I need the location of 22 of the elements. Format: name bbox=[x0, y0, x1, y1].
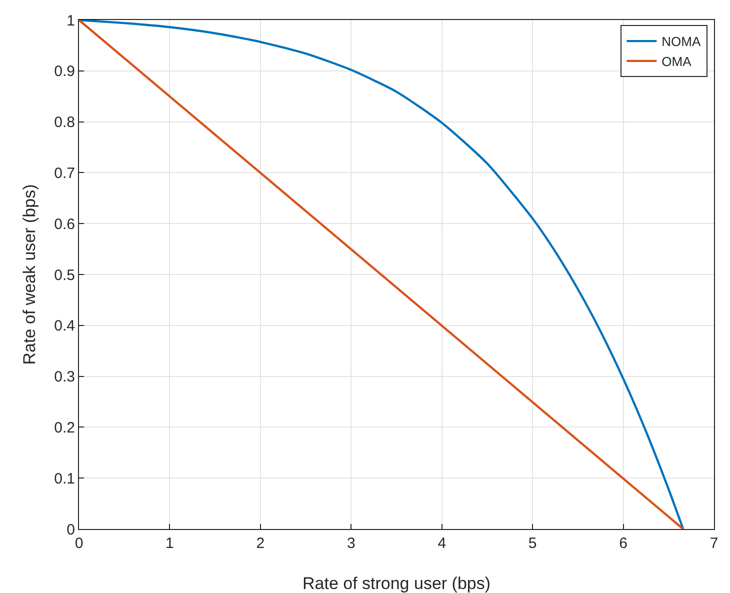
legend-label: NOMA bbox=[662, 34, 701, 50]
y-tick-label: 0.1 bbox=[54, 470, 75, 488]
y-axis-title: Rate of weak user (bps) bbox=[20, 184, 39, 365]
x-tick-label: 3 bbox=[346, 535, 356, 552]
y-tick-label: 1 bbox=[66, 12, 75, 30]
x-tick-label: 2 bbox=[256, 535, 265, 552]
legend-label: OMA bbox=[662, 54, 692, 70]
x-tick-label: 4 bbox=[438, 535, 446, 552]
y-tick-label: 0.2 bbox=[54, 419, 75, 436]
y-tick-label: 0.9 bbox=[54, 63, 75, 80]
y-tick-label: 0.7 bbox=[54, 164, 75, 182]
x-tick-label: 7 bbox=[710, 535, 718, 552]
y-tick-label: 0.4 bbox=[54, 318, 75, 335]
x-tick-label: 5 bbox=[528, 535, 537, 552]
x-axis-title: Rate of strong user (bps) bbox=[302, 574, 491, 593]
y-tick-label: 0.5 bbox=[54, 266, 75, 284]
x-tick-label: 1 bbox=[166, 535, 174, 552]
y-tick-label: 0.3 bbox=[54, 368, 75, 386]
y-tick-label: 0.6 bbox=[54, 216, 75, 233]
y-tick-label: 0 bbox=[66, 521, 75, 538]
y-tick-label: 0.8 bbox=[54, 114, 75, 132]
x-tick-label: 6 bbox=[619, 535, 628, 552]
